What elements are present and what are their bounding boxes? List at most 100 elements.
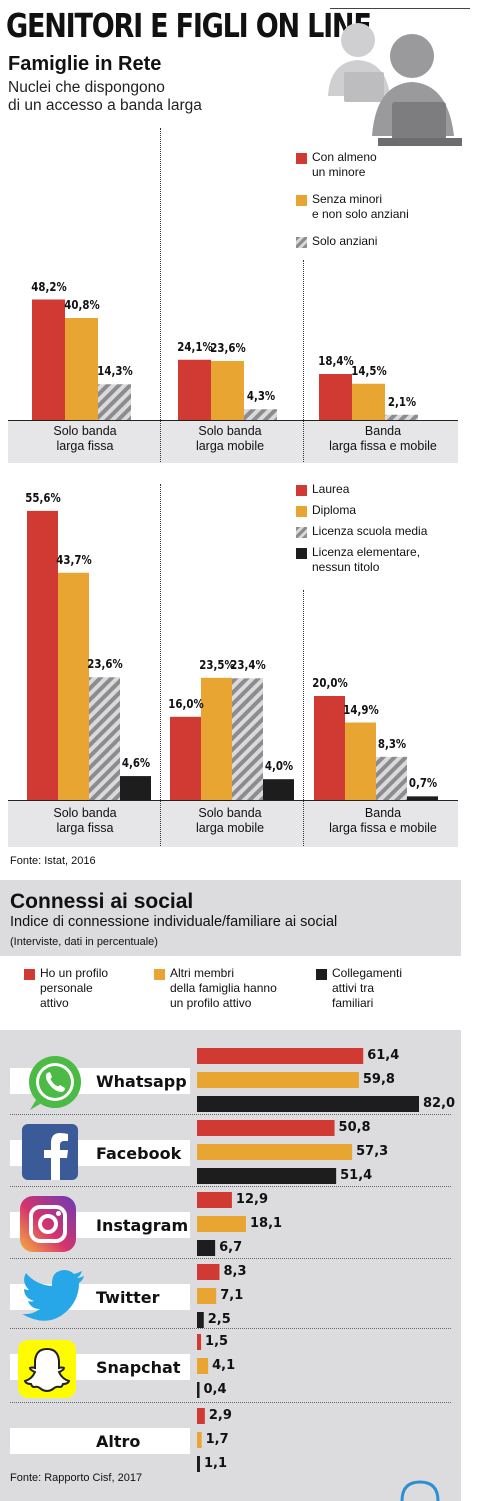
bar-1-4 [120,776,151,800]
legend-item-2: Altri membri della famiglia hanno un pro… [170,966,277,1011]
social-bar-chart [197,1048,419,1472]
legend-item-4: Licenza elementare, nessun titolo [312,545,420,575]
legend-swatch-black [296,548,307,559]
chart1-category-band [8,420,458,463]
chart1-separator-2 [303,260,304,462]
social-bar-facebook-3 [197,1168,337,1184]
bar-2-3 [232,678,263,800]
bar-chart-households [32,299,418,420]
bar-2-2 [211,361,244,420]
legend-swatch-black [316,969,327,980]
bar-1-2 [65,318,98,420]
legend-line: Licenza scuola media [312,524,428,538]
legend-line: Altri membri [170,966,235,980]
social-bar-twitter-3 [197,1312,204,1328]
value-label: 23,6% [209,341,246,355]
value-label: 18,4% [317,354,354,368]
cat-line: larga mobile [195,821,265,835]
facebook-icon [22,1124,78,1180]
source-istat: Fonte: Istat, 2016 [10,855,96,867]
value-label: 16,0% [167,696,204,711]
social-value-label: 1,7 [205,1432,229,1447]
social-bars [197,1048,419,1472]
chart1-category-1: Solo banda larga fissa [25,424,145,454]
social-row-separator [10,1186,451,1187]
social-bar-snapchat-2 [197,1358,209,1374]
social-bar-snapchat-3 [197,1382,200,1398]
bar-3-1 [319,374,352,420]
social-value-label: 12,9 [235,1192,268,1207]
legend-line: Laurea [312,482,350,496]
social-value-label: 51,4 [340,1168,373,1183]
chart1-separator-1 [160,128,161,462]
bar-1-2 [58,572,89,800]
value-label: 24,1% [176,339,213,354]
legend-swatch-orange [296,506,307,517]
bar-3-3 [385,414,418,420]
social-value-label: 2,9 [208,1408,232,1423]
social-value-label: 82,0 [423,1096,456,1111]
legend-item-3: Solo anziani [312,234,377,249]
bar-3-4 [407,796,438,800]
description-line-1: Nuclei che dispongono [8,79,165,96]
cat-line: Solo banda [53,424,117,438]
chart1-bars [32,299,418,420]
legend-item-1: Con almeno un minore [312,150,377,180]
social-value-label: 0,4 [203,1382,227,1397]
legend-swatch-orange [154,969,165,980]
social-name-box [10,1428,190,1454]
value-label: 55,6% [24,490,61,505]
social-value-label: 61,4 [367,1048,400,1063]
value-label: 2,1% [387,394,416,409]
social-title: Connessi ai social [10,890,194,913]
social-row-separator [10,1402,451,1403]
chart2-separator-1 [160,484,161,846]
social-bar-twitter-1 [197,1264,220,1280]
social-value-label: 50,8 [338,1120,371,1135]
legend-line: Ho un profilo [40,966,109,980]
value-label: 20,0% [311,676,348,690]
legend-line: attivi tra [332,981,375,995]
legend-line: Licenza elementare, [312,545,421,559]
bar-chart-education [27,510,438,800]
social-name-altro: Altro [96,1432,141,1451]
chart2-bars [27,510,438,800]
legend-line: familiari [332,996,374,1010]
bar-2-1 [170,716,201,800]
social-value-label: 1,5 [205,1334,229,1349]
value-label: 14,9% [342,702,379,717]
legend-line: un minore [312,165,366,179]
value-label: 4,3% [246,389,275,404]
bar-1-1 [27,510,58,800]
legend-line: un profilo attivo [170,996,252,1010]
cat-line: Banda [364,424,402,438]
legend-line: personale [40,981,93,995]
legend-item-2: Diploma [312,503,356,518]
source-cisf: Fonte: Rapporto Cisf, 2017 [10,1472,143,1484]
cat-line: larga fissa [56,439,114,453]
social-bar-altro-3 [197,1456,200,1472]
chart2-separator-2 [303,590,304,846]
legend-line: Senza minori [312,192,383,206]
value-label: 40,8% [63,298,100,312]
legend-item-2: Senza minori e non solo anziani [312,192,409,222]
bar-1-3 [98,384,131,420]
bar-1-3 [89,677,120,800]
cat-line: larga fissa e mobile [329,439,437,453]
cat-line: Solo banda [53,806,117,820]
social-bar-instagram-2 [197,1216,247,1232]
social-value-label: 57,3 [356,1144,389,1159]
legend-swatch-hatch [296,237,307,248]
bar-3-3 [376,756,407,800]
corner-decoration-icon [400,1480,440,1501]
social-value-label: 4,1 [212,1358,236,1373]
bar-1-1 [32,299,65,420]
chart-subtitle: Famiglie in Rete [8,53,162,75]
bar-3-2 [352,383,385,420]
social-name-twitter: Twitter [96,1288,160,1307]
value-label: 23,6% [86,657,123,672]
chart1-category-2: Solo banda larga mobile [170,424,290,454]
value-label: 4,6% [121,756,150,771]
value-label: 23,4% [229,658,266,673]
social-bar-twitter-2 [197,1288,217,1304]
